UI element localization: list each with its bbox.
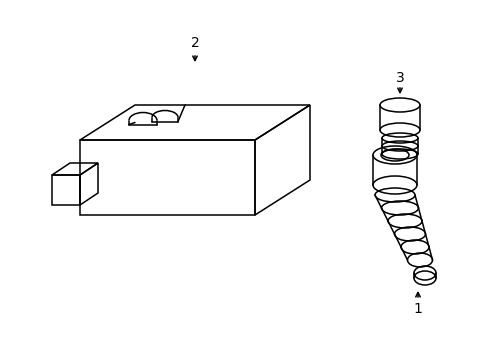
Text: 1: 1 <box>413 302 422 316</box>
Text: 2: 2 <box>190 36 199 50</box>
Text: 3: 3 <box>395 71 404 85</box>
